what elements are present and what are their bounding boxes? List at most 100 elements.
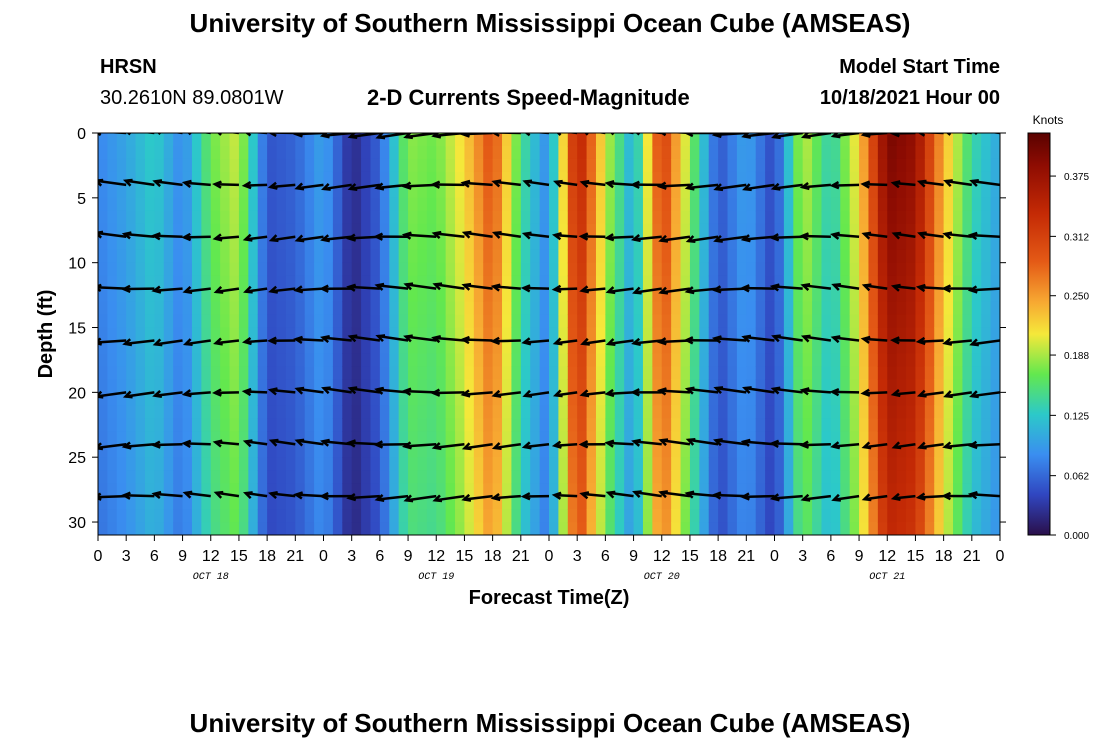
heat-cell — [426, 470, 437, 484]
heat-cell — [915, 353, 926, 367]
heat-cell — [182, 392, 193, 406]
heat-cell — [727, 223, 738, 238]
heat-cell — [774, 353, 785, 367]
heat-cell — [887, 340, 898, 354]
heat-cell — [163, 210, 174, 225]
heat-cell — [473, 275, 484, 290]
current-arrow-shaft — [350, 387, 381, 394]
heat-cell — [765, 275, 775, 290]
heat-cell — [887, 327, 898, 341]
heat-cell — [210, 301, 221, 316]
heat-cell — [689, 223, 700, 238]
heat-cell — [549, 327, 559, 341]
current-arrow-head — [430, 388, 441, 397]
heat-cell — [511, 158, 522, 173]
heat-cell — [934, 197, 945, 212]
heat-cell — [201, 301, 212, 316]
heat-cell — [323, 314, 334, 329]
heat-cell — [708, 262, 719, 277]
heat-cell — [859, 223, 869, 238]
heat-cell — [154, 275, 165, 290]
heat-cell — [455, 522, 465, 535]
current-arrow-head — [98, 492, 102, 501]
heat-cell — [464, 496, 475, 510]
heat-cell — [248, 301, 259, 316]
heat-cell — [699, 444, 710, 458]
heat-cell — [191, 275, 202, 290]
heat-cell — [971, 223, 982, 238]
heat-cell — [981, 379, 992, 393]
heat-cell — [389, 184, 400, 199]
heat-cell — [492, 509, 503, 523]
current-arrow-head — [631, 337, 641, 346]
heat-cell — [953, 405, 963, 419]
heat-cell — [191, 392, 202, 406]
heat-cell — [549, 392, 559, 406]
heat-cell — [445, 158, 456, 173]
heat-cell — [680, 366, 691, 380]
heat-cell — [934, 340, 945, 354]
heat-cell — [267, 288, 278, 303]
heat-cell — [783, 197, 794, 212]
heat-cell — [859, 379, 869, 393]
heat-cell — [126, 197, 137, 212]
heat-cell — [990, 496, 1000, 510]
heat-cell — [877, 470, 888, 484]
heat-cell — [511, 496, 522, 510]
heat-cell — [426, 353, 437, 367]
heat-cell — [408, 171, 418, 186]
heat-cell — [98, 431, 108, 445]
heat-cell — [135, 444, 146, 458]
heat-cell — [746, 171, 757, 186]
heat-cell — [962, 444, 973, 458]
heat-cell — [746, 236, 757, 251]
heat-cell — [962, 133, 973, 147]
heat-cell — [746, 509, 757, 523]
heat-cell — [793, 392, 804, 406]
heat-cell — [830, 327, 841, 341]
heat-cell — [530, 431, 541, 445]
heat-cell — [182, 288, 193, 303]
heat-cell — [107, 223, 118, 238]
heat-cell — [642, 262, 653, 277]
heat-cell — [126, 353, 137, 367]
heat-cell — [661, 392, 672, 406]
heat-cell — [671, 327, 682, 341]
heat-cell — [323, 418, 334, 432]
heat-cell — [135, 275, 146, 290]
heat-cell — [887, 444, 898, 458]
heat-cell — [887, 392, 898, 406]
current-arrow-head — [293, 285, 304, 294]
heat-cell — [859, 522, 869, 535]
heat-cell — [464, 262, 475, 277]
heat-cell — [276, 314, 287, 329]
heat-cell — [229, 184, 240, 199]
current-arrow-head — [213, 285, 224, 294]
current-arrow-head — [604, 439, 615, 448]
heat-cell — [116, 483, 127, 497]
heat-cell — [248, 275, 259, 290]
heat-cell — [107, 418, 118, 432]
heat-cell — [783, 223, 794, 238]
heat-cell — [549, 340, 559, 354]
heat-cell — [342, 470, 353, 484]
heat-cell — [455, 158, 465, 173]
current-arrow-head — [460, 133, 470, 138]
heat-cell — [210, 444, 221, 458]
heat-cell — [408, 522, 418, 535]
heat-cell — [370, 301, 381, 316]
heat-cell — [934, 366, 945, 380]
heat-cell — [614, 509, 625, 523]
heat-cell — [408, 366, 418, 380]
heat-cell — [530, 379, 541, 393]
heat-cell — [774, 470, 785, 484]
heat-cell — [793, 288, 804, 303]
heat-cell — [398, 444, 409, 458]
heat-cell — [680, 301, 691, 316]
heat-cell — [116, 223, 127, 238]
heat-cell — [849, 158, 860, 173]
heat-cell — [906, 392, 916, 406]
current-arrow-shaft — [184, 391, 211, 396]
heat-cell — [426, 418, 437, 432]
heat-cell — [502, 431, 512, 445]
